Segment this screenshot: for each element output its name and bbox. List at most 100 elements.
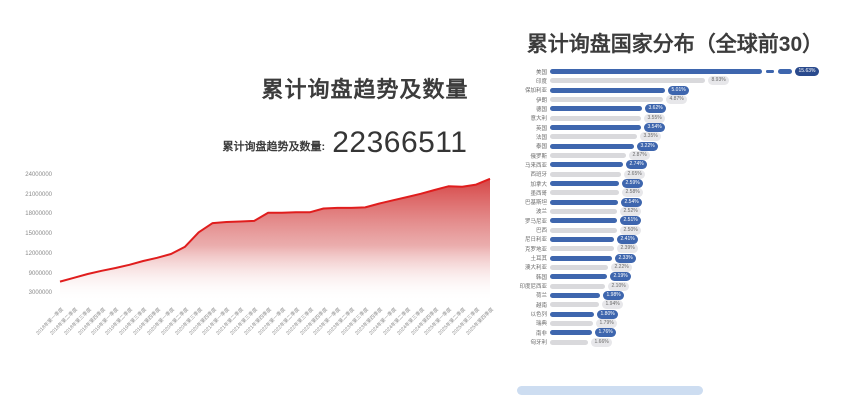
trend-line [59,177,491,283]
country-label: 克罗地亚 [524,246,547,253]
country-label: 墨西哥 [530,190,547,197]
bar [550,246,614,252]
bar [550,208,617,214]
trend-chart-title: 累计询盘趋势及数量 [261,77,469,102]
value-badge: 3.22% [637,141,659,151]
y-axis-tick: 18000000 [25,211,52,218]
bar-row: 加拿大 2.59% [515,179,852,188]
bar [550,87,665,93]
bar-row: 克罗地亚 2.39% [515,244,852,254]
bar [550,227,617,233]
bar [550,311,594,317]
bar [550,106,642,112]
bar-row: 德国 3.62% [515,104,852,114]
bar-row: 印度尼西亚 2.10% [515,281,852,291]
country-panel: 累计询盘国家分布（全球前30） 美国 15.63% 印度 8.93% 保加利亚 5.01%… [505,0,852,411]
bar [550,283,605,289]
bar [550,171,621,177]
bar-row: 意大利 3.55% [515,113,852,123]
y-axis-tick: 12000000 [25,250,52,257]
bar [550,236,614,242]
country-label: 马来西亚 [524,162,547,169]
bar-row: 法国 3.35% [515,132,852,142]
country-label: 越南 [535,302,547,309]
bar-row: 罗马尼亚 2.51% [515,216,852,226]
country-label: 伊朗 [535,97,547,104]
value-badge: 4.87% [666,95,688,104]
bar-row: 伊朗 4.87% [515,95,852,104]
country-label: 瑞典 [535,321,547,328]
bar-row: 巴基斯坦 2.54% [515,197,852,207]
value-badge: 1.76% [595,328,617,338]
bar [550,320,593,326]
bar-row: 韩国 2.19% [515,272,852,282]
value-badge: 3.62% [645,104,667,114]
bar-row: 俄罗斯 2.87% [515,151,852,160]
country-label: 巴基斯坦 [524,200,547,207]
bar-row: 泰国 3.22% [515,141,852,151]
value-badge: 3.54% [644,123,666,132]
bar-row: 澳大利亚 2.22% [515,262,852,272]
country-label: 澳大利亚 [524,265,547,272]
trend-stat-value: 22366511 [332,126,468,159]
country-label: 俄罗斯 [530,153,547,160]
value-badge: 1.98% [603,290,625,300]
country-label: 西班牙 [530,172,547,179]
country-label: 美国 [535,69,547,76]
country-label: 荷兰 [535,293,547,300]
bar [550,199,618,205]
bar-row: 印度 8.93% [515,76,852,86]
bar-row: 荷兰 1.98% [515,290,852,300]
bar [550,330,592,336]
value-badge: 1.94% [602,300,624,310]
trend-panel: 累计询盘趋势及数量 累计询盘趋势及数量: 22366511 24000000 21… [10,77,515,378]
bar [550,274,607,280]
bar-row: 土耳其 2.33% [515,253,852,263]
bar [550,69,762,74]
bar [550,78,705,84]
y-axis-tick: 24000000 [25,172,52,178]
country-label: 加拿大 [530,181,547,188]
bar [550,153,626,158]
value-badge: 2.51% [620,216,642,226]
bar [550,143,634,149]
bar-row: 马来西亚 2.74% [515,160,852,170]
scroll-indicator[interactable] [517,386,703,395]
bar-row: 墨西哥 2.58% [515,188,852,198]
bar-row: 西班牙 2.65% [515,169,852,179]
bar [550,302,599,308]
bar-row: 英国 3.54% [515,123,852,132]
trend-stat: 累计询盘趋势及数量: 22366511 [170,120,520,158]
bar [550,218,617,224]
country-chart-title: 累计询盘国家分布（全球前30） [526,33,824,56]
bar-row: 越南 1.94% [515,300,852,310]
bar-row: 南非 1.76% [515,328,852,338]
value-badge: 2.59% [622,179,644,188]
value-badge: 15.63% [795,67,819,76]
country-label: 英国 [535,125,547,132]
bar-row: 美国 15.63% [515,67,852,76]
value-badge: 3.55% [644,113,666,123]
area-fill [60,178,490,300]
trend-area-chart: 24000000 21000000 18000000 15000000 12000000… [10,168,515,378]
country-label: 以色列 [530,312,547,319]
bar-row: 尼日利亚 2.41% [515,234,852,244]
country-label: 韩国 [535,274,547,281]
country-label: 罗马尼亚 [524,218,547,225]
value-badge: 2.50% [620,225,642,235]
bar [550,97,663,102]
bar [550,292,600,298]
value-badge: 2.22% [611,262,633,272]
value-badge: 2.39% [617,244,639,254]
value-badge: 2.19% [610,272,632,282]
value-badge: 2.74% [626,160,648,170]
value-badge: 1.79% [596,318,618,328]
bar-row: 保加利亚 5.01% [515,85,852,95]
bar [550,181,619,186]
bar [550,134,637,140]
y-axis-tick: 21000000 [25,191,52,198]
y-axis-tick: 9000000 [28,270,52,277]
bar-row: 波兰 2.52% [515,206,852,216]
value-badge: 8.93% [708,76,730,86]
